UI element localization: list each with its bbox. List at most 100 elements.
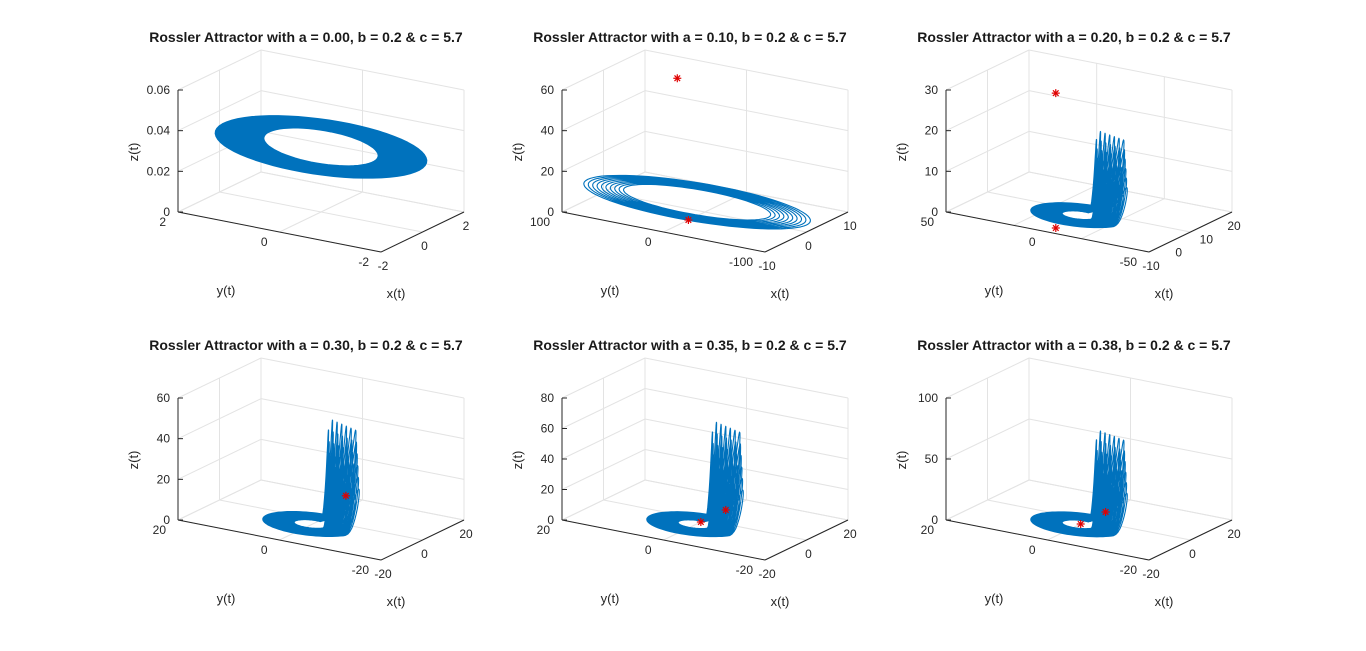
x-tick-label: 2 [463,219,470,233]
x-tick-label: 0 [421,239,428,253]
x-axis-line [380,211,465,253]
z-axis-label: z(t) [126,451,141,470]
z-tick-label: 80 [541,391,555,405]
trajectory-line [262,419,360,537]
z-tick-label: 0 [163,205,170,219]
x-tick-label: -10 [1142,259,1160,273]
y-axis-label: y(t) [985,591,1004,606]
x-axis-label: x(t) [387,286,406,301]
y-tick-label: 20 [153,523,167,537]
chart-title: Rossler Attractor with a = 0.00, b = 0.2… [149,29,463,45]
z-gridline [1028,130,1233,172]
z-tick-label: 0.04 [147,124,171,138]
z-tick-label: 0 [931,205,938,219]
x-axis-label: x(t) [771,286,790,301]
z-tick-label: 20 [541,164,555,178]
x-tick-label: -20 [758,567,776,581]
x-tick-label: 20 [459,527,473,541]
y-tick-label: 0 [1029,543,1036,557]
y-tick-label: 50 [921,215,935,229]
y-tick-label: 0 [261,235,268,249]
y-gridline [260,479,465,521]
x-axis-label: x(t) [1155,286,1174,301]
equilibrium-marker [341,491,350,500]
trajectory-line [214,115,428,179]
z-axis-label: z(t) [510,143,525,162]
x-axis-line [764,519,849,561]
y-tick-label: -50 [1120,255,1138,269]
x-tick-label: 20 [843,527,857,541]
z-tick-label: 0.02 [147,164,171,178]
x-axis-label: x(t) [771,594,790,609]
y-gridline [1028,479,1233,521]
y-tick-label: -100 [729,255,753,269]
y-tick-label: -20 [352,563,370,577]
y-axis-line [945,211,1150,253]
trajectory-line [646,421,744,538]
x-tick-label: -20 [374,567,392,581]
y-tick-label: 20 [921,523,935,537]
chart-title: Rossler Attractor with a = 0.10, b = 0.2… [533,29,847,45]
z-tick-label: 50 [925,452,939,466]
z-tick-label: 60 [541,422,555,436]
z-tick-label: 20 [541,483,555,497]
equilibrium-marker [1051,89,1060,98]
x-axis-line [764,211,849,253]
y-axis-label: y(t) [217,283,236,298]
y-tick-label: 0 [1029,235,1036,249]
z-tick-label: 100 [918,391,938,405]
y-axis-line [177,519,382,561]
z-axis-label: z(t) [126,143,141,162]
x-tick-label: 0 [805,239,812,253]
trajectory-line [1030,430,1128,538]
z-tick-label: 0.06 [147,83,171,97]
y-gridline [644,479,849,521]
z-tick-label: 0 [931,513,938,527]
x-tick-label: 0 [805,547,812,561]
z-tick-label: 10 [925,164,939,178]
y-gridline [260,171,465,213]
x-axis-line [1148,211,1233,253]
equilibrium-marker [684,216,693,224]
chart-title: Rossler Attractor with a = 0.35, b = 0.2… [533,337,847,353]
y-tick-label: 2 [159,215,166,229]
equilibrium-marker [721,506,730,514]
z-tick-label: 40 [541,124,555,138]
x-tick-label: -2 [378,259,389,273]
y-axis-label: y(t) [985,283,1004,298]
x-axis-label: x(t) [1155,594,1174,609]
x-tick-label: 0 [1175,246,1182,260]
y-gridline [1028,171,1233,213]
y-axis-line [561,519,766,561]
y-tick-label: 0 [645,235,652,249]
y-tick-label: -20 [736,563,754,577]
z-tick-label: 40 [541,452,555,466]
equilibrium-marker [696,518,705,526]
equilibrium-marker [1051,224,1060,232]
x-axis-line [1148,519,1233,561]
y-gridline [219,191,423,233]
trajectory-line [583,174,811,230]
x-tick-label: 10 [843,219,857,233]
z-axis-label: z(t) [510,451,525,470]
chart-title: Rossler Attractor with a = 0.20, b = 0.2… [917,29,1231,45]
y-gridline [644,171,849,213]
trajectory-line [1030,130,1128,229]
x-tick-label: 10 [1200,232,1214,246]
x-tick-label: 20 [1227,527,1241,541]
z-tick-label: 20 [925,124,939,138]
y-tick-label: -20 [1120,563,1138,577]
chart-title: Rossler Attractor with a = 0.30, b = 0.2… [149,337,463,353]
z-tick-label: 30 [925,83,939,97]
z-tick-label: 60 [157,391,171,405]
x-axis-line [380,519,465,561]
z-tick-label: 0 [547,513,554,527]
y-tick-label: 0 [261,543,268,557]
chart-title: Rossler Attractor with a = 0.38, b = 0.2… [917,337,1231,353]
